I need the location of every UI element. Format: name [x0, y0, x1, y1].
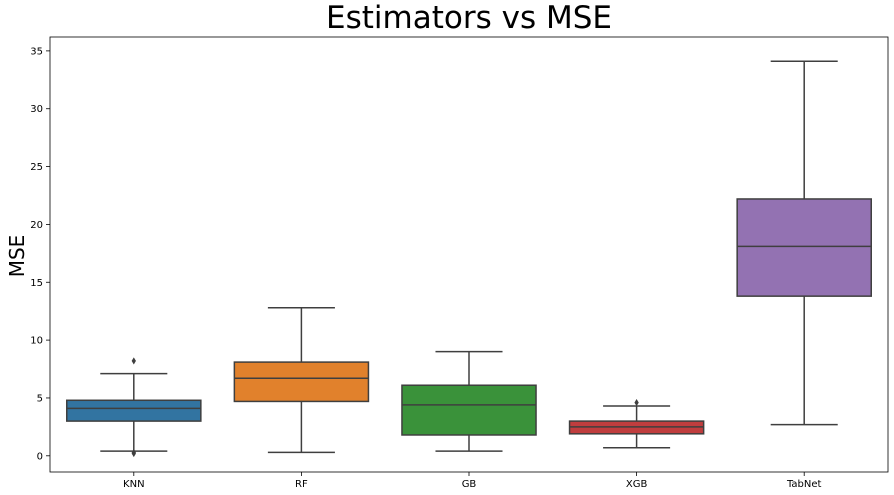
- y-tick-label: 30: [30, 104, 43, 115]
- x-axis: KNN RF GB XGB TabNet: [123, 472, 822, 490]
- x-tick-label: GB: [462, 479, 477, 490]
- boxes-layer: [66, 60, 872, 458]
- x-tick-label: KNN: [123, 479, 145, 490]
- chart-title: Estimators vs MSE: [326, 0, 612, 36]
- y-axis-label: MSE: [5, 235, 29, 278]
- box-knn: [66, 357, 202, 458]
- box-rf: [233, 306, 370, 454]
- box-iqr: [233, 361, 370, 403]
- x-tick-label: TabNet: [786, 479, 822, 490]
- y-tick-label: 0: [37, 451, 43, 462]
- outlier-point: [131, 449, 136, 458]
- y-tick-label: 35: [30, 46, 43, 57]
- y-tick-label: 15: [30, 278, 43, 289]
- box-gb: [401, 350, 537, 452]
- box-tabnet: [736, 60, 872, 426]
- box-iqr: [66, 399, 202, 422]
- y-tick-label: 20: [30, 220, 43, 231]
- box-iqr: [401, 384, 537, 436]
- x-tick-label: RF: [295, 479, 308, 490]
- x-tick-label: XGB: [626, 479, 648, 490]
- y-tick-label: 10: [30, 336, 43, 347]
- y-tick-label: 25: [30, 162, 43, 173]
- y-tick-label: 5: [37, 393, 43, 404]
- y-axis: 0 5 10 15 20 25 30 35: [30, 46, 50, 462]
- box-iqr: [736, 198, 872, 297]
- box-xgb: [568, 398, 705, 449]
- outlier-point: [634, 398, 639, 407]
- outlier-point: [131, 357, 136, 365]
